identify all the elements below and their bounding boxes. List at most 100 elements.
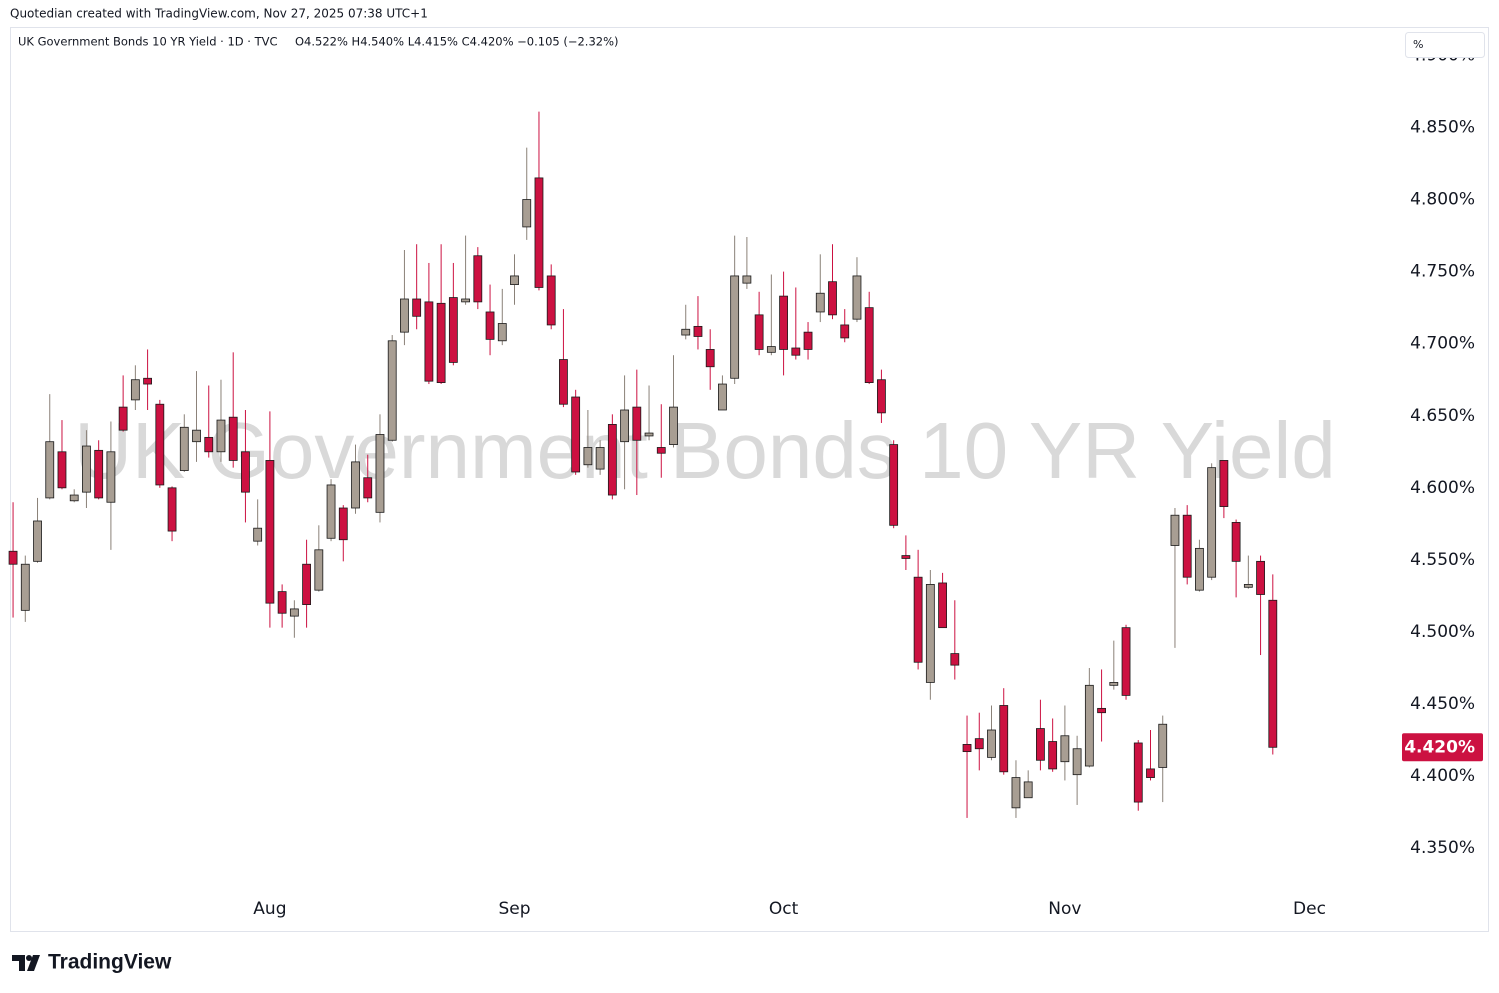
candle-body [1195,547,1204,591]
candle-body [265,460,275,604]
candle-body [766,346,776,353]
y-tick-label: 4.600% [1410,478,1475,498]
candle-body [118,406,128,431]
y-tick-label: 4.450% [1410,694,1475,714]
candle-body [473,255,483,303]
logo: TradingView [12,951,172,974]
candle-body [607,424,617,496]
plot-area [8,111,1278,818]
unit-button-label[interactable]: % [1413,38,1423,51]
candle-body [644,432,654,437]
candle-body [632,406,642,441]
candle-body [302,563,311,605]
credit: Quotedian created with TradingView.com, … [10,7,428,21]
candle-body [314,549,324,591]
candle-body [987,729,996,758]
candle-body [338,507,348,541]
candle-body [1048,741,1058,770]
candle-body [1036,728,1045,761]
candle-body [289,608,299,617]
y-tick-label: 4.800% [1410,190,1475,210]
candle-body [143,377,152,385]
candle-body [522,199,532,228]
candle-body [779,295,788,350]
candle-body [1170,514,1180,546]
candle-body [1084,684,1094,767]
candle-body [33,520,42,562]
candle-body [754,314,764,350]
candle-body [681,328,691,336]
candle-body [351,461,360,509]
candle-body [828,281,837,316]
candle-body [889,444,899,526]
candle-body [1109,682,1119,686]
candle-body [852,275,862,320]
candle-body [485,311,495,340]
y-tick-label: 4.650% [1410,406,1475,426]
candle-body [669,406,678,445]
chart-frame [10,27,1489,932]
x-tick-label: Dec [1293,899,1326,919]
logo-text: TradingView [48,951,172,974]
candle-body [106,451,116,503]
candle-body [155,403,165,486]
candle-body [45,441,55,499]
candle-body [461,298,470,303]
candle-body [1011,777,1021,809]
candle-body [559,359,568,405]
candle-body [375,434,385,513]
last-price-tag [1402,733,1483,762]
candle-body [400,298,409,333]
candle-body [864,307,874,384]
candle-body [241,451,250,493]
x-tick-label: Nov [1048,899,1081,919]
candle-body [546,275,556,326]
logo-icon-dot [26,955,32,961]
x-tick-label: Aug [253,899,286,919]
candle-body [791,347,801,356]
candle-body [974,738,984,750]
candle-body [620,409,629,443]
candle-body [8,550,18,565]
candle-body [20,563,30,611]
candle-body [204,436,214,453]
last-price-label: 4.420% [1404,737,1475,757]
logo-icon [12,955,40,971]
candle-body [913,576,923,663]
candle-body [326,484,336,539]
candle-body [1060,735,1070,763]
candle-body [571,396,581,473]
candle-body [130,379,140,401]
candle-body [387,340,397,441]
candle-body [877,379,886,414]
candle-body [693,325,703,337]
candle-body [1219,460,1229,507]
watermark-layer: UK Government Bonds 10 YR Yield [74,406,1335,495]
candle-body [815,292,825,313]
candle-body [167,487,177,532]
candle-body [999,705,1009,773]
candle-body [424,301,434,382]
candle-body [656,447,666,454]
candle-body [1268,599,1278,748]
candle-body [253,527,263,542]
candle-body [1121,627,1131,696]
candle-body [950,653,960,666]
candle-body [1182,514,1192,578]
ohlc-legend: O4.522% H4.540% L4.415% C4.420% −0.105 (… [295,35,619,49]
y-tick-label: 4.850% [1410,117,1475,137]
candle-body [1207,467,1217,578]
x-tick-label: Oct [769,899,799,919]
candle-body [1023,781,1033,799]
watermark: UK Government Bonds 10 YR Yield [74,406,1335,495]
candle-body [803,331,813,350]
candle-body [840,324,850,339]
candle-body [938,582,947,629]
y-tick-label: 4.500% [1410,622,1475,642]
candle-body [216,419,226,453]
candle-body [277,591,287,614]
y-tick-label: 4.750% [1410,262,1475,282]
unit-button[interactable] [1405,32,1485,58]
